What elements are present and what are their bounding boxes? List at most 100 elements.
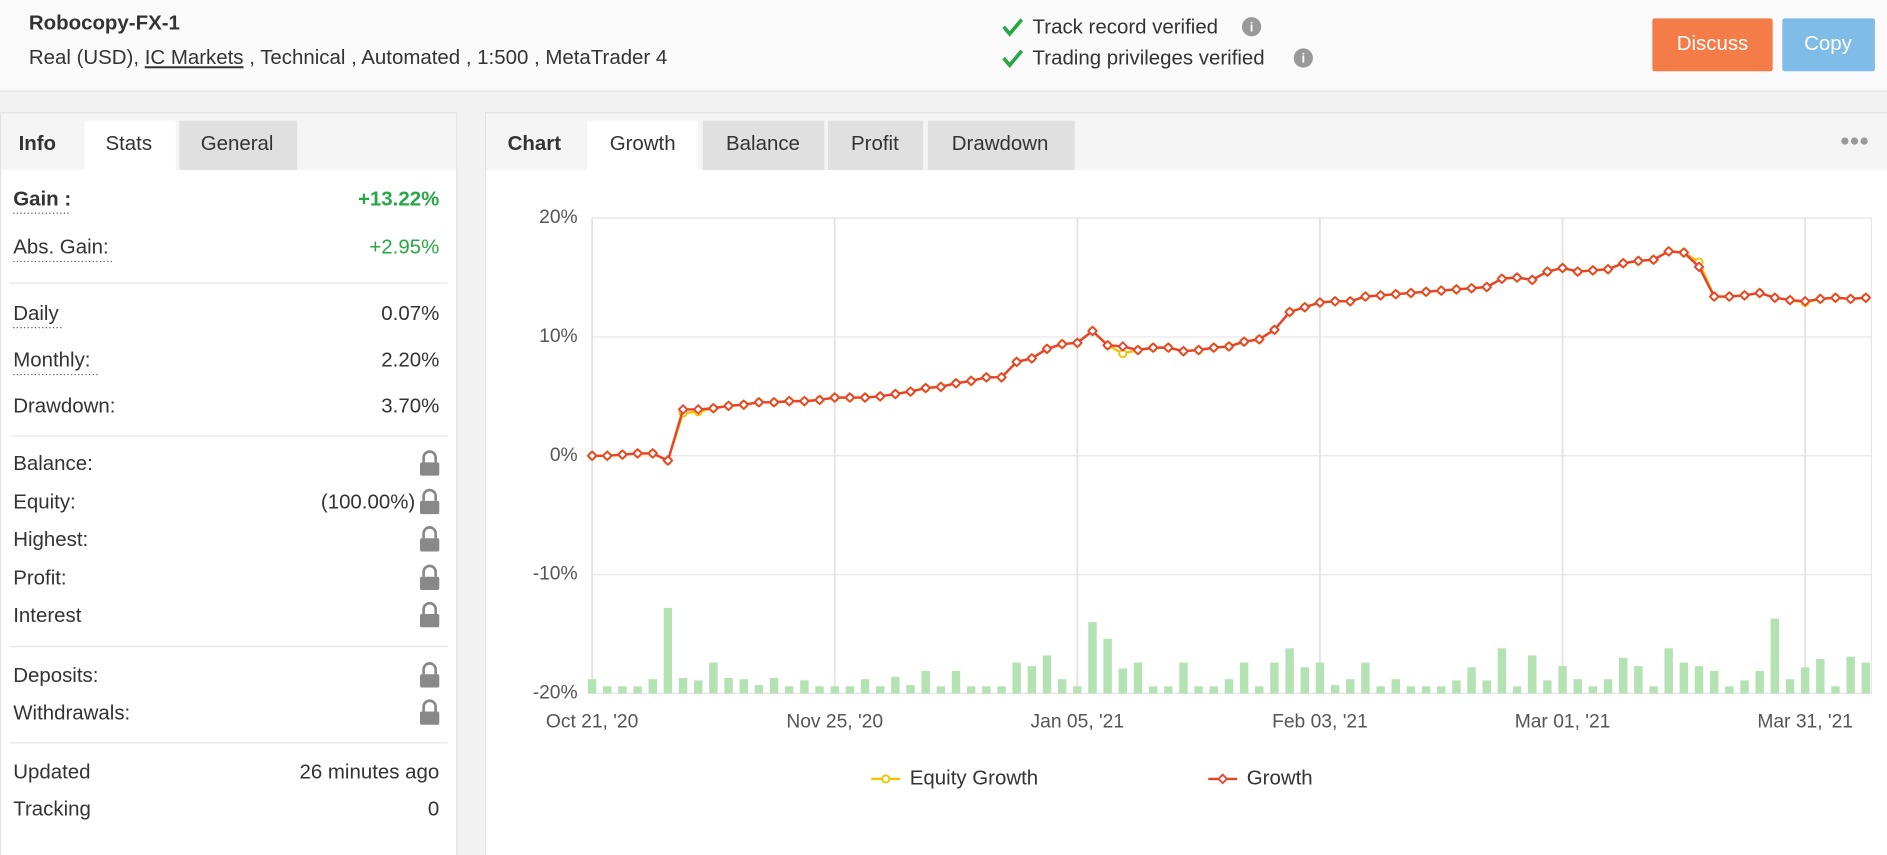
activity-bar — [966, 686, 976, 694]
chart-tab[interactable]: Profit — [851, 132, 899, 155]
broker-link[interactable]: IC Markets — [145, 47, 244, 70]
tab — [702, 120, 825, 170]
activity-bar — [1148, 686, 1158, 694]
activity-bar — [1740, 680, 1749, 694]
x-tick-label: Jan 05, '21 — [1031, 711, 1125, 732]
stats-tab[interactable]: General — [201, 132, 274, 155]
x-tick-label: Feb 03, '21 — [1272, 711, 1368, 732]
stats-panel — [0, 112, 458, 855]
point — [1011, 356, 1023, 368]
activity-bar — [1421, 686, 1431, 694]
chart-tab[interactable]: Balance — [726, 132, 800, 155]
activity-bar — [618, 686, 627, 694]
legend-marker — [1217, 773, 1229, 785]
activity-bar — [1300, 667, 1309, 694]
discuss-button[interactable] — [1652, 18, 1773, 72]
activity-bar — [1270, 662, 1279, 694]
legend-label[interactable]: Growth — [1247, 766, 1313, 789]
activity-bar — [860, 679, 870, 694]
activity-bar — [1543, 680, 1552, 694]
point — [1162, 342, 1174, 354]
point — [798, 395, 810, 407]
stat-label: Profit: — [13, 567, 66, 590]
point — [1071, 337, 1083, 349]
activity-bar — [785, 686, 794, 694]
stats-tab[interactable]: Info — [19, 132, 56, 155]
chart-tab[interactable]: Drawdown — [952, 132, 1049, 155]
activity-bar — [603, 686, 612, 694]
activity-bar — [1770, 618, 1780, 694]
point — [1238, 336, 1250, 348]
tab — [827, 120, 924, 170]
button-label: Discuss — [1677, 32, 1749, 55]
activity-bar — [1861, 662, 1871, 694]
lock-shackle — [422, 601, 437, 615]
activity-bar — [739, 679, 748, 694]
stat-label: Daily — [13, 302, 59, 325]
point — [905, 386, 917, 398]
activity-bar — [1224, 679, 1234, 694]
point — [1769, 292, 1781, 304]
activity-bar — [982, 686, 991, 694]
activity-bar — [1709, 670, 1719, 694]
activity-bar — [906, 685, 915, 694]
activity-bar — [1603, 679, 1613, 694]
point — [1147, 342, 1159, 354]
point — [1754, 287, 1766, 299]
point — [738, 399, 750, 411]
activity-bar — [997, 686, 1006, 694]
stat-label: Balance: — [13, 452, 93, 475]
legend-label[interactable]: Equity Growth — [910, 766, 1038, 789]
point — [662, 455, 674, 467]
info-glyph: i — [1301, 51, 1305, 66]
point — [1511, 272, 1523, 284]
activity-bar — [1846, 656, 1855, 694]
activity-bar — [1118, 668, 1128, 694]
stat-label: Deposits: — [13, 664, 98, 687]
point — [1359, 291, 1371, 303]
lock-icon — [420, 662, 440, 688]
activity-bar — [1634, 666, 1643, 694]
activity-bar — [1012, 662, 1021, 694]
menu-dots[interactable] — [1841, 137, 1868, 145]
activity-bar — [1346, 679, 1355, 694]
point — [1814, 293, 1826, 305]
activity-bar — [1800, 667, 1810, 694]
point — [889, 388, 901, 400]
chart-tab[interactable]: Chart — [508, 132, 562, 155]
point — [996, 371, 1007, 383]
lock-body — [420, 674, 440, 688]
point — [920, 382, 932, 394]
copy-button[interactable] — [1782, 18, 1875, 72]
activity-bar — [587, 679, 597, 694]
point — [1632, 255, 1644, 267]
check-icon — [1002, 18, 1024, 37]
activity-bar — [800, 680, 809, 694]
lock-icon — [420, 488, 440, 515]
stat-value: +13.22% — [358, 187, 439, 210]
point — [1496, 273, 1508, 285]
info-icon[interactable] — [1293, 48, 1313, 68]
stat-label: Abs. Gain: — [13, 236, 108, 259]
button-label: Copy — [1804, 32, 1852, 55]
stats-tab[interactable]: Stats — [105, 132, 152, 155]
info-icon[interactable] — [1241, 17, 1262, 37]
activity-bar — [724, 678, 733, 694]
stat-label: Gain : — [13, 187, 71, 210]
point — [1860, 292, 1872, 304]
point — [859, 392, 871, 404]
activity-bar — [663, 607, 673, 694]
lock-icon — [420, 450, 440, 476]
activity-bar — [1588, 686, 1598, 694]
activity-bar — [830, 686, 839, 694]
point — [1602, 263, 1614, 275]
activity-bar — [1816, 658, 1825, 694]
activity-bar — [1406, 686, 1416, 694]
point — [1678, 247, 1690, 259]
lock-body — [420, 576, 440, 590]
point — [1466, 282, 1478, 294]
activity-bar — [1452, 680, 1461, 694]
chart-tab[interactable]: Growth — [610, 132, 676, 155]
point — [980, 371, 992, 383]
stat-value: +2.95% — [369, 236, 439, 259]
